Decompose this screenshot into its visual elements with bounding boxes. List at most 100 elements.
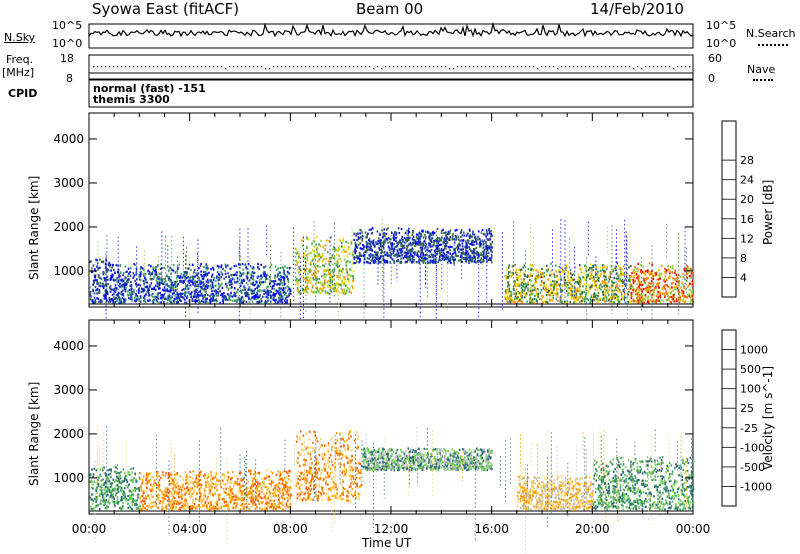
velocity-scatter-point xyxy=(109,496,111,499)
power-scatter-point xyxy=(328,272,330,275)
power-scatter-point xyxy=(596,277,599,280)
power-scatter-point xyxy=(429,245,432,248)
power-scatter-point xyxy=(352,270,355,273)
power-scatter-point xyxy=(149,284,151,287)
velocity-scatter-point xyxy=(242,499,244,502)
power-scatter-point xyxy=(354,252,357,255)
power-scatter-point xyxy=(445,257,447,260)
power-scatter-point xyxy=(338,254,340,257)
power-scatter-point xyxy=(147,287,150,290)
power-scatter-point xyxy=(171,281,173,284)
power-scatter-point xyxy=(480,252,482,255)
power-scatter-point xyxy=(130,285,133,288)
power-scatter-point xyxy=(542,295,545,298)
velocity-scatter-point xyxy=(97,482,100,486)
power-scatter-point xyxy=(460,229,463,232)
power-scatter-point xyxy=(454,249,456,252)
power-scatter-point xyxy=(579,264,581,267)
power-scatter-point xyxy=(431,231,434,234)
power-scatter-point xyxy=(223,277,225,280)
power-scatter-point xyxy=(337,248,339,252)
power-scatter-point xyxy=(311,290,313,293)
power-scatter-point xyxy=(239,300,241,303)
power-scatter-point xyxy=(348,280,350,283)
power-scatter-point xyxy=(95,258,97,261)
power-scatter-point xyxy=(465,240,467,243)
power-scatter-point xyxy=(532,284,535,287)
power-scatter-point xyxy=(107,263,110,266)
power-scatter-point xyxy=(123,280,125,283)
power-scatter-point xyxy=(619,299,621,302)
power-scatter-point xyxy=(411,249,414,252)
power-scatter-point xyxy=(682,283,685,286)
velocity-scatter-point xyxy=(188,495,191,498)
power-scatter-point xyxy=(441,229,443,232)
power-scatter-point xyxy=(418,258,420,261)
power-scatter-point xyxy=(688,284,690,287)
power-scatter-point xyxy=(671,271,674,274)
power-scatter-point xyxy=(179,295,181,298)
power-scatter-point xyxy=(151,292,154,295)
power-scatter-point xyxy=(375,256,377,259)
power-scatter-point xyxy=(619,280,621,283)
velocity-scatter-point xyxy=(124,477,126,480)
power-scatter-point xyxy=(181,276,184,279)
velocity-scatter-point xyxy=(132,499,134,502)
power-scatter-point xyxy=(169,279,171,282)
power-scatter-point xyxy=(468,235,471,238)
velocity-scatter-point xyxy=(121,480,124,483)
velocity-scatter-point xyxy=(120,482,122,485)
power-scatter-point xyxy=(105,298,108,301)
velocity-scatter-point xyxy=(100,492,103,495)
power-scatter-point xyxy=(191,300,194,303)
power-scatter-point xyxy=(300,269,303,272)
velocity-scatter-point xyxy=(131,493,133,496)
power-scatter-point xyxy=(139,278,141,281)
power-scatter-point xyxy=(210,297,212,300)
velocity-scatter-point xyxy=(98,508,101,511)
power-scatter-point xyxy=(560,279,563,282)
power-scatter-point xyxy=(163,266,165,270)
velocity-scatter-point xyxy=(113,487,116,490)
power-scatter-point xyxy=(677,291,680,294)
power-scatter-point xyxy=(589,263,592,266)
power-scatter-point xyxy=(111,266,113,269)
power-scatter-point xyxy=(526,274,529,277)
freq-dot xyxy=(121,66,123,68)
power-scatter-point xyxy=(174,282,177,285)
freq-dot xyxy=(533,66,535,68)
power-scatter-point xyxy=(457,248,459,251)
power-scatter-point xyxy=(334,248,336,251)
power-scatter-point xyxy=(587,273,589,276)
power-scatter-point xyxy=(487,251,490,254)
power-scatter-point xyxy=(442,249,444,252)
power-scatter-point xyxy=(178,297,181,300)
power-scatter-point xyxy=(474,248,476,251)
power-scatter-point xyxy=(565,282,567,285)
power-scatter-point xyxy=(240,289,242,292)
power-scatter-point xyxy=(514,297,516,300)
power-scatter-point xyxy=(610,284,613,287)
velocity-scatter-point xyxy=(103,496,105,499)
velocity-scatter-point xyxy=(100,486,103,489)
power-scatter-point xyxy=(648,287,650,291)
power-scatter-point xyxy=(310,289,313,292)
power-scatter-point xyxy=(154,297,156,300)
power-scatter-point xyxy=(635,290,637,293)
power-scatter-point xyxy=(563,273,566,276)
power-scatter-point xyxy=(161,296,163,300)
power-scatter-point xyxy=(407,256,409,260)
power-scatter-point xyxy=(336,275,338,278)
power-scatter-point xyxy=(520,298,522,301)
power-scatter-point xyxy=(650,299,653,302)
velocity-scatter-point xyxy=(104,474,107,477)
freq-dot xyxy=(97,66,99,68)
power-scatter-point xyxy=(326,269,328,272)
freq-dot xyxy=(185,66,187,68)
velocity-scatter-point xyxy=(124,495,126,498)
power-scatter-point xyxy=(93,274,96,277)
power-scatter-point xyxy=(217,291,219,294)
power-scatter-point xyxy=(129,271,131,274)
freq-dot xyxy=(345,66,347,68)
power-scatter-point xyxy=(92,301,95,304)
